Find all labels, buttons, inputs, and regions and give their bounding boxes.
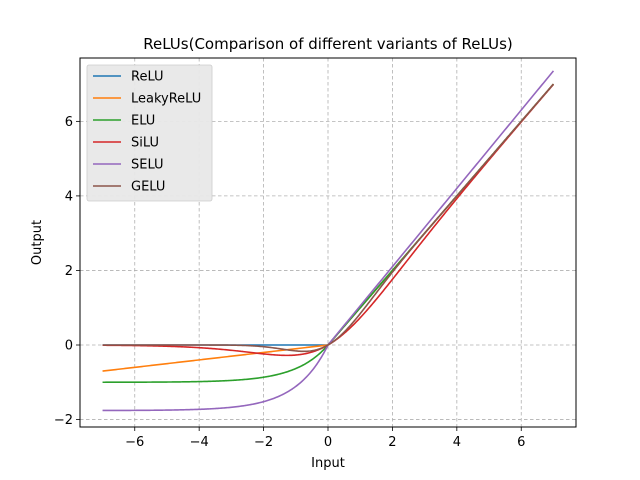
y-tick-label: 6: [65, 115, 73, 130]
y-tick-label: 0: [65, 339, 73, 354]
legend-label: SiLU: [131, 136, 159, 151]
x-tick-label: 6: [517, 435, 525, 450]
x-tick-label: 4: [453, 435, 461, 450]
legend-label: ReLU: [131, 70, 164, 85]
series-line-gelu: [102, 83, 555, 353]
legend-label: LeakyReLU: [131, 92, 201, 107]
legend-label: SELU: [131, 158, 164, 173]
legend: ReLU LeakyReLU ELU SiLU SELU GELU: [86, 64, 213, 202]
chart-title: ReLUs(Comparison of different variants o…: [143, 35, 513, 53]
x-tick-label: 0: [324, 435, 332, 450]
legend-label: GELU: [131, 180, 165, 195]
legend-label: ELU: [131, 114, 155, 129]
x-tick-label: −6: [125, 435, 144, 450]
y-axis-label: Output: [30, 220, 45, 265]
x-tick-label: 2: [388, 435, 396, 450]
series-lines: [102, 70, 555, 412]
legend-box: [86, 64, 213, 202]
y-tick-label: 2: [65, 264, 73, 279]
axis-ticks: −6 −4 −2 0 2 4 6 −2 0 2 4 6: [54, 115, 526, 450]
x-tick-label: −4: [190, 435, 209, 450]
y-tick-label: 4: [65, 189, 73, 204]
x-tick-label: −2: [254, 435, 273, 450]
x-axis-label: Input: [311, 456, 345, 471]
y-tick-label: −2: [54, 413, 73, 428]
